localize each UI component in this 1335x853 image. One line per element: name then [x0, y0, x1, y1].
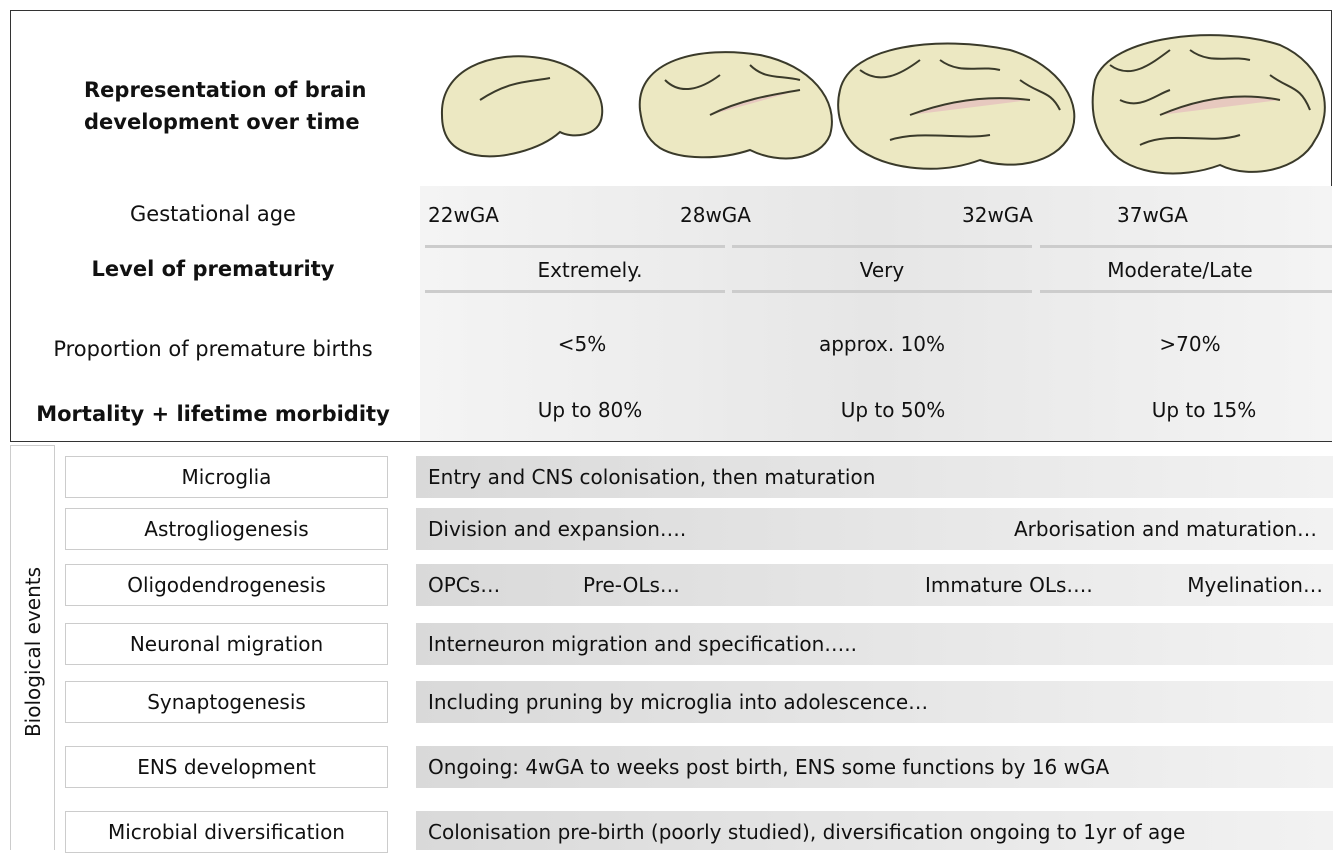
rule [1040, 245, 1332, 248]
side-frame [10, 445, 55, 850]
event-note: OPCs… [428, 573, 501, 597]
event-note: Arborisation and maturation… [1014, 517, 1317, 541]
mortality-value: Up to 80% [537, 398, 643, 422]
event-note: Entry and CNS colonisation, then maturat… [428, 465, 876, 489]
age-tick: 22wGA [428, 203, 499, 227]
event-name: ENS development [65, 746, 388, 788]
event-note: Colonisation pre-birth (poorly studied),… [428, 820, 1186, 844]
shade [420, 186, 1332, 441]
event-note: Division and expansion…. [428, 517, 687, 541]
mortality-value: Up to 50% [840, 398, 946, 422]
event-name: Microbial diversification [65, 811, 388, 853]
event-bar: Colonisation pre-birth (poorly studied),… [416, 811, 1333, 850]
age-tick: 32wGA [962, 203, 1033, 227]
proportion-value: >70% [1159, 332, 1221, 356]
event-note: Pre-OLs… [583, 573, 680, 597]
row-label: Gestational age [130, 202, 296, 226]
event-note: Myelination… [1187, 573, 1323, 597]
rule [732, 290, 1032, 293]
event-bar: OPCs… Pre-OLs… Immature OLs…. Myelinatio… [416, 564, 1333, 606]
event-bar: Entry and CNS colonisation, then maturat… [416, 456, 1333, 498]
event-bar: Including pruning by microglia into adol… [416, 681, 1333, 723]
level: Moderate/Late [1107, 258, 1253, 282]
event-bar: Division and expansion…. Arborisation an… [416, 508, 1333, 550]
event-name: Synaptogenesis [65, 681, 388, 723]
level: Very [859, 258, 905, 282]
section-title: Biological events [21, 566, 45, 738]
event-note: Interneuron migration and specification…… [428, 632, 858, 656]
row-label: Proportion of premature births [53, 337, 373, 361]
event-bar: Interneuron migration and specification…… [416, 623, 1333, 665]
event-note: Including pruning by microglia into adol… [428, 690, 929, 714]
event-name: Neuronal migration [65, 623, 388, 665]
event-bar: Ongoing: 4wGA to weeks post birth, ENS s… [416, 746, 1333, 788]
level: Extremely. [537, 258, 643, 282]
brain-images [440, 34, 1326, 175]
age-tick: 37wGA [1117, 203, 1188, 227]
event-name: Oligodendrogenesis [65, 564, 388, 606]
rule [425, 290, 725, 293]
event-note: Immature OLs…. [925, 573, 1093, 597]
row-label: Mortality + lifetime morbidity [36, 402, 390, 426]
row-label: Level of prematurity [91, 257, 335, 281]
rule [1040, 290, 1332, 293]
rule [732, 245, 1032, 248]
event-name: Microglia [65, 456, 388, 498]
age-tick: 28wGA [680, 203, 751, 227]
event-note: Ongoing: 4wGA to weeks post birth, ENS s… [428, 755, 1110, 779]
proportion-value: approx. 10% [818, 332, 946, 356]
event-name: Astrogliogenesis [65, 508, 388, 550]
proportion-value: <5% [557, 332, 607, 356]
rule [425, 245, 725, 248]
header-label: Representation of brain development over… [84, 78, 367, 134]
mortality-value: Up to 15% [1151, 398, 1257, 422]
